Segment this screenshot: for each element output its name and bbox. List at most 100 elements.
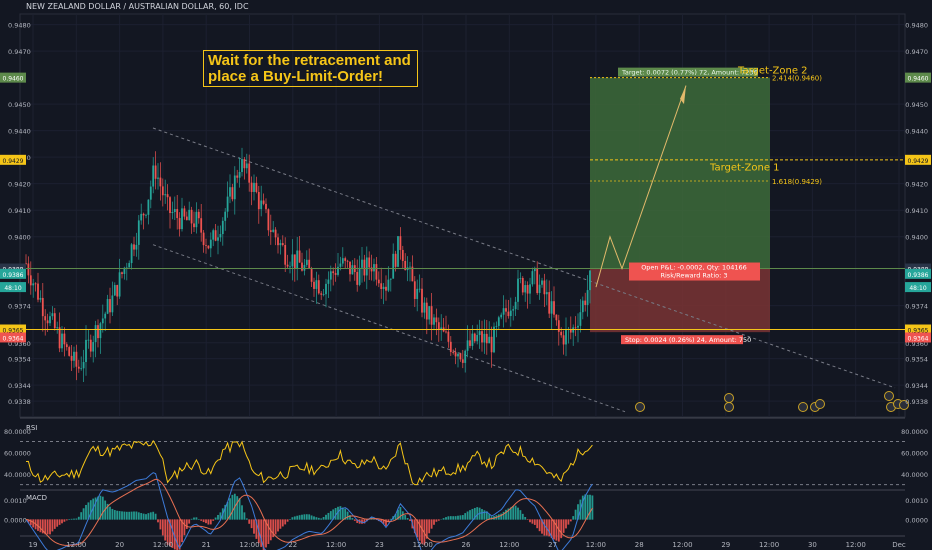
macd-histogram-bar: [137, 512, 140, 520]
price-badge-right: [905, 282, 931, 293]
macd-histogram-bar: [337, 506, 339, 520]
candle-body: [380, 283, 383, 290]
candle-body: [305, 259, 308, 265]
macd-histogram-bar: [159, 519, 162, 530]
candle-body: [70, 355, 73, 361]
candle-body: [293, 254, 296, 269]
candle-body: [541, 280, 543, 285]
candle-body: [461, 359, 464, 363]
macd-histogram-bar: [128, 511, 131, 520]
macd-histogram-bar: [526, 519, 529, 520]
candle-body: [188, 209, 191, 221]
price-tick-label-left: 0.9450: [8, 101, 31, 109]
macd-histogram-bar: [202, 519, 205, 523]
candle-body: [428, 306, 431, 320]
macd-histogram-bar: [469, 510, 471, 520]
macd-histogram-bar: [425, 519, 428, 539]
candle-body: [483, 333, 486, 343]
macd-histogram-bar: [80, 512, 83, 520]
candle-body: [548, 292, 551, 314]
candle-body: [327, 279, 330, 284]
candle-body: [89, 339, 92, 352]
candle-body: [154, 165, 157, 179]
macd-histogram-bar: [584, 494, 587, 520]
macd-histogram-bar: [113, 510, 116, 520]
macd-histogram-bar: [356, 519, 359, 523]
macd-histogram-bar: [171, 519, 174, 548]
candle-body: [243, 159, 246, 169]
macd-histogram-bar: [125, 511, 128, 520]
macd-histogram-bar: [385, 519, 387, 526]
candle-body: [469, 340, 471, 346]
macd-line: [25, 472, 593, 550]
candle-body: [121, 272, 123, 274]
price-badge-right: [905, 154, 931, 165]
candle-body: [507, 311, 510, 317]
macd-histogram-bar: [197, 519, 200, 520]
macd-histogram-bar: [77, 516, 80, 520]
price-badge-right: [905, 268, 931, 279]
candle-body: [284, 245, 287, 265]
macd-histogram-bar: [111, 508, 114, 520]
candle-body: [332, 271, 335, 274]
candle-body: [502, 308, 505, 315]
macd-histogram-bar: [543, 519, 546, 536]
candle-body: [356, 272, 359, 285]
candle-body: [589, 270, 591, 291]
candle-body: [334, 273, 337, 275]
event-marker-icon: [724, 402, 734, 412]
candle-body: [46, 320, 49, 324]
candle-body: [533, 267, 536, 272]
price-tick-label-left: 0.9420: [8, 181, 31, 189]
macd-histogram-bar: [416, 519, 419, 538]
price-tick-label-left: 0.9344: [8, 382, 31, 390]
candle-body: [341, 258, 344, 264]
time-axis[interactable]: 19 12:00 20 12:00 21 12:00 22 12:00 23 12:00 26 12:…: [29, 541, 906, 549]
macd-histogram-bar: [58, 519, 61, 525]
macd-histogram-bar: [332, 509, 335, 520]
macd-histogram-bar: [541, 519, 543, 534]
candle-body: [190, 209, 193, 224]
time-tick-label: 19: [29, 541, 38, 549]
macd-histogram-bar: [490, 516, 493, 520]
price-badge-label-left: 0.9386: [3, 272, 24, 279]
time-tick-label: 12:00: [672, 541, 692, 549]
time-tick-label: 12:00: [586, 541, 606, 549]
candle-body: [32, 283, 35, 286]
candle-body: [260, 200, 263, 210]
macd-histogram-bar: [586, 494, 589, 520]
candle-body: [229, 187, 231, 197]
macd-histogram-bar: [435, 519, 438, 522]
time-tick-label: 22: [288, 541, 297, 549]
candle-body: [111, 295, 114, 313]
candle-body: [44, 316, 47, 321]
price-badge-left: [0, 332, 26, 343]
candle-body: [207, 245, 210, 249]
time-tick-label: Dec: [892, 541, 906, 549]
candle-body: [485, 333, 488, 344]
candle-body: [286, 264, 289, 267]
time-tick-label: 12:00: [499, 541, 519, 549]
candle-body: [385, 286, 387, 291]
event-markers[interactable]: [635, 391, 909, 412]
macd-histogram-bar: [550, 519, 553, 539]
candle-body: [447, 331, 450, 342]
macd-histogram-bar: [466, 511, 469, 520]
macd-histogram-bar: [301, 514, 303, 520]
macd-histogram-bar: [195, 517, 198, 520]
candle-body: [454, 352, 457, 357]
macd-histogram-bar: [406, 518, 409, 520]
candle-body: [214, 230, 217, 241]
candle-body: [241, 159, 243, 173]
macd-histogram-bar: [250, 519, 253, 529]
projection-arrowhead: [680, 85, 686, 105]
candle-body: [514, 301, 517, 310]
candle-body: [39, 297, 42, 300]
macd-histogram-bar: [572, 516, 575, 520]
candle-body: [339, 263, 342, 267]
candle-body: [56, 327, 59, 329]
rsi-tick-left: 60.0000: [4, 449, 31, 457]
macd-histogram-bar: [286, 519, 289, 522]
